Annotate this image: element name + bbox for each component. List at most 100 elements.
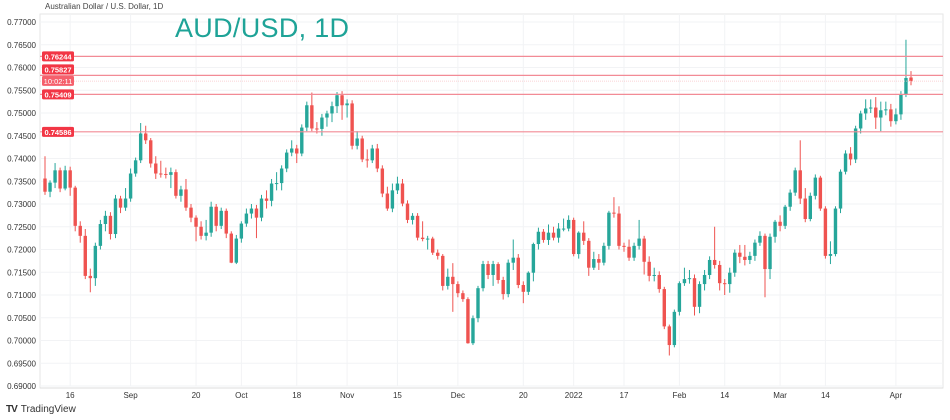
candle-body[interactable] — [818, 177, 823, 209]
candle-body[interactable] — [657, 274, 661, 290]
candle-body[interactable] — [768, 236, 772, 270]
candle-body[interactable] — [813, 177, 818, 196]
candle-body[interactable] — [617, 213, 621, 246]
candle-body[interactable] — [98, 224, 103, 246]
candle-body[interactable] — [310, 105, 314, 129]
candle-body[interactable] — [874, 107, 878, 118]
candle-body[interactable] — [219, 210, 223, 226]
candle-body[interactable] — [446, 276, 450, 286]
candle-body[interactable] — [103, 215, 108, 225]
candle-body[interactable] — [108, 215, 113, 235]
candle-body[interactable] — [662, 289, 666, 327]
candle-body[interactable] — [521, 284, 526, 292]
tradingview-logo[interactable]: TV TradingView — [6, 404, 76, 416]
candle-body[interactable] — [863, 108, 868, 114]
candle-body[interactable] — [612, 212, 616, 214]
candle-body[interactable] — [899, 94, 903, 115]
candle-body[interactable] — [738, 252, 742, 257]
candle-body[interactable] — [239, 223, 244, 239]
candle-body[interactable] — [687, 278, 692, 280]
candle-body[interactable] — [254, 208, 259, 218]
candle-body[interactable] — [279, 168, 284, 184]
candle-body[interactable] — [83, 235, 87, 276]
candle-body[interactable] — [315, 128, 319, 130]
candle-body[interactable] — [682, 279, 687, 284]
candle-body[interactable] — [894, 114, 898, 122]
candle-body[interactable] — [597, 259, 601, 263]
candle-body[interactable] — [436, 252, 440, 256]
candle-body[interactable] — [788, 192, 792, 207]
candle-body[interactable] — [350, 103, 354, 146]
candle-body[interactable] — [179, 189, 183, 196]
candle-body[interactable] — [43, 178, 47, 192]
candle-body[interactable] — [843, 153, 848, 172]
candle-body[interactable] — [723, 283, 727, 285]
candle-body[interactable] — [184, 189, 188, 208]
candle-body[interactable] — [441, 255, 445, 286]
candle-body[interactable] — [224, 210, 228, 234]
candle-body[interactable] — [501, 279, 505, 295]
candle-body[interactable] — [592, 259, 596, 268]
candle-body[interactable] — [667, 326, 672, 346]
candle-body[interactable] — [249, 208, 254, 214]
candle-body[interactable] — [828, 254, 833, 256]
candle-body[interactable] — [753, 242, 757, 256]
candle-body[interactable] — [702, 274, 707, 285]
candle-body[interactable] — [274, 183, 279, 185]
candle-body[interactable] — [73, 187, 77, 226]
candle-body[interactable] — [707, 259, 712, 275]
candle-body[interactable] — [133, 160, 138, 174]
candle-body[interactable] — [174, 172, 178, 196]
candle-body[interactable] — [370, 148, 374, 161]
candle-body[interactable] — [430, 238, 435, 253]
candle-body[interactable] — [295, 148, 299, 154]
candle-body[interactable] — [461, 293, 465, 300]
candle-body[interactable] — [798, 170, 802, 199]
candle-body[interactable] — [68, 170, 72, 188]
candle-body[interactable] — [93, 245, 98, 279]
candle-body[interactable] — [743, 256, 747, 260]
candle-body[interactable] — [390, 190, 395, 209]
candle-body[interactable] — [420, 237, 425, 240]
candle-body[interactable] — [904, 77, 908, 95]
candle-body[interactable] — [234, 238, 239, 263]
candle-body[interactable] — [491, 264, 495, 275]
candle-body[interactable] — [53, 170, 57, 183]
candle-body[interactable] — [330, 106, 334, 114]
candle-body[interactable] — [531, 244, 536, 273]
candle-body[interactable] — [229, 233, 233, 263]
candle-body[interactable] — [284, 152, 289, 169]
candle-body[interactable] — [496, 264, 500, 280]
candle-body[interactable] — [199, 226, 203, 236]
candle-body[interactable] — [48, 182, 52, 192]
candle-body[interactable] — [763, 235, 767, 270]
candle-body[interactable] — [269, 183, 274, 201]
candle-body[interactable] — [164, 173, 168, 175]
candle-body[interactable] — [546, 232, 551, 240]
candle-body[interactable] — [58, 170, 62, 189]
candle-body[interactable] — [632, 245, 636, 258]
candle-body[interactable] — [425, 238, 430, 240]
candle-body[interactable] — [486, 264, 490, 275]
candle-body[interactable] — [345, 103, 349, 106]
candle-body[interactable] — [138, 133, 143, 161]
candle-body[interactable] — [516, 257, 520, 285]
candle-body[interactable] — [365, 159, 369, 161]
candle-body[interactable] — [748, 255, 752, 260]
candle-body[interactable] — [541, 231, 546, 240]
candle-body[interactable] — [471, 318, 475, 344]
candle-body[interactable] — [118, 198, 123, 208]
candle-body[interactable] — [778, 221, 782, 226]
candle-body[interactable] — [395, 183, 400, 191]
candle-body[interactable] — [833, 208, 838, 255]
candle-body[interactable] — [879, 110, 883, 118]
candle-body[interactable] — [576, 232, 581, 255]
candle-body[interactable] — [884, 109, 888, 111]
candle-body[interactable] — [506, 262, 510, 295]
candle-body[interactable] — [717, 264, 722, 284]
candle-body[interactable] — [848, 153, 853, 160]
candle-body[interactable] — [244, 213, 249, 224]
candle-body[interactable] — [773, 221, 777, 237]
candle-body[interactable] — [476, 288, 480, 319]
candle-body[interactable] — [853, 128, 858, 160]
